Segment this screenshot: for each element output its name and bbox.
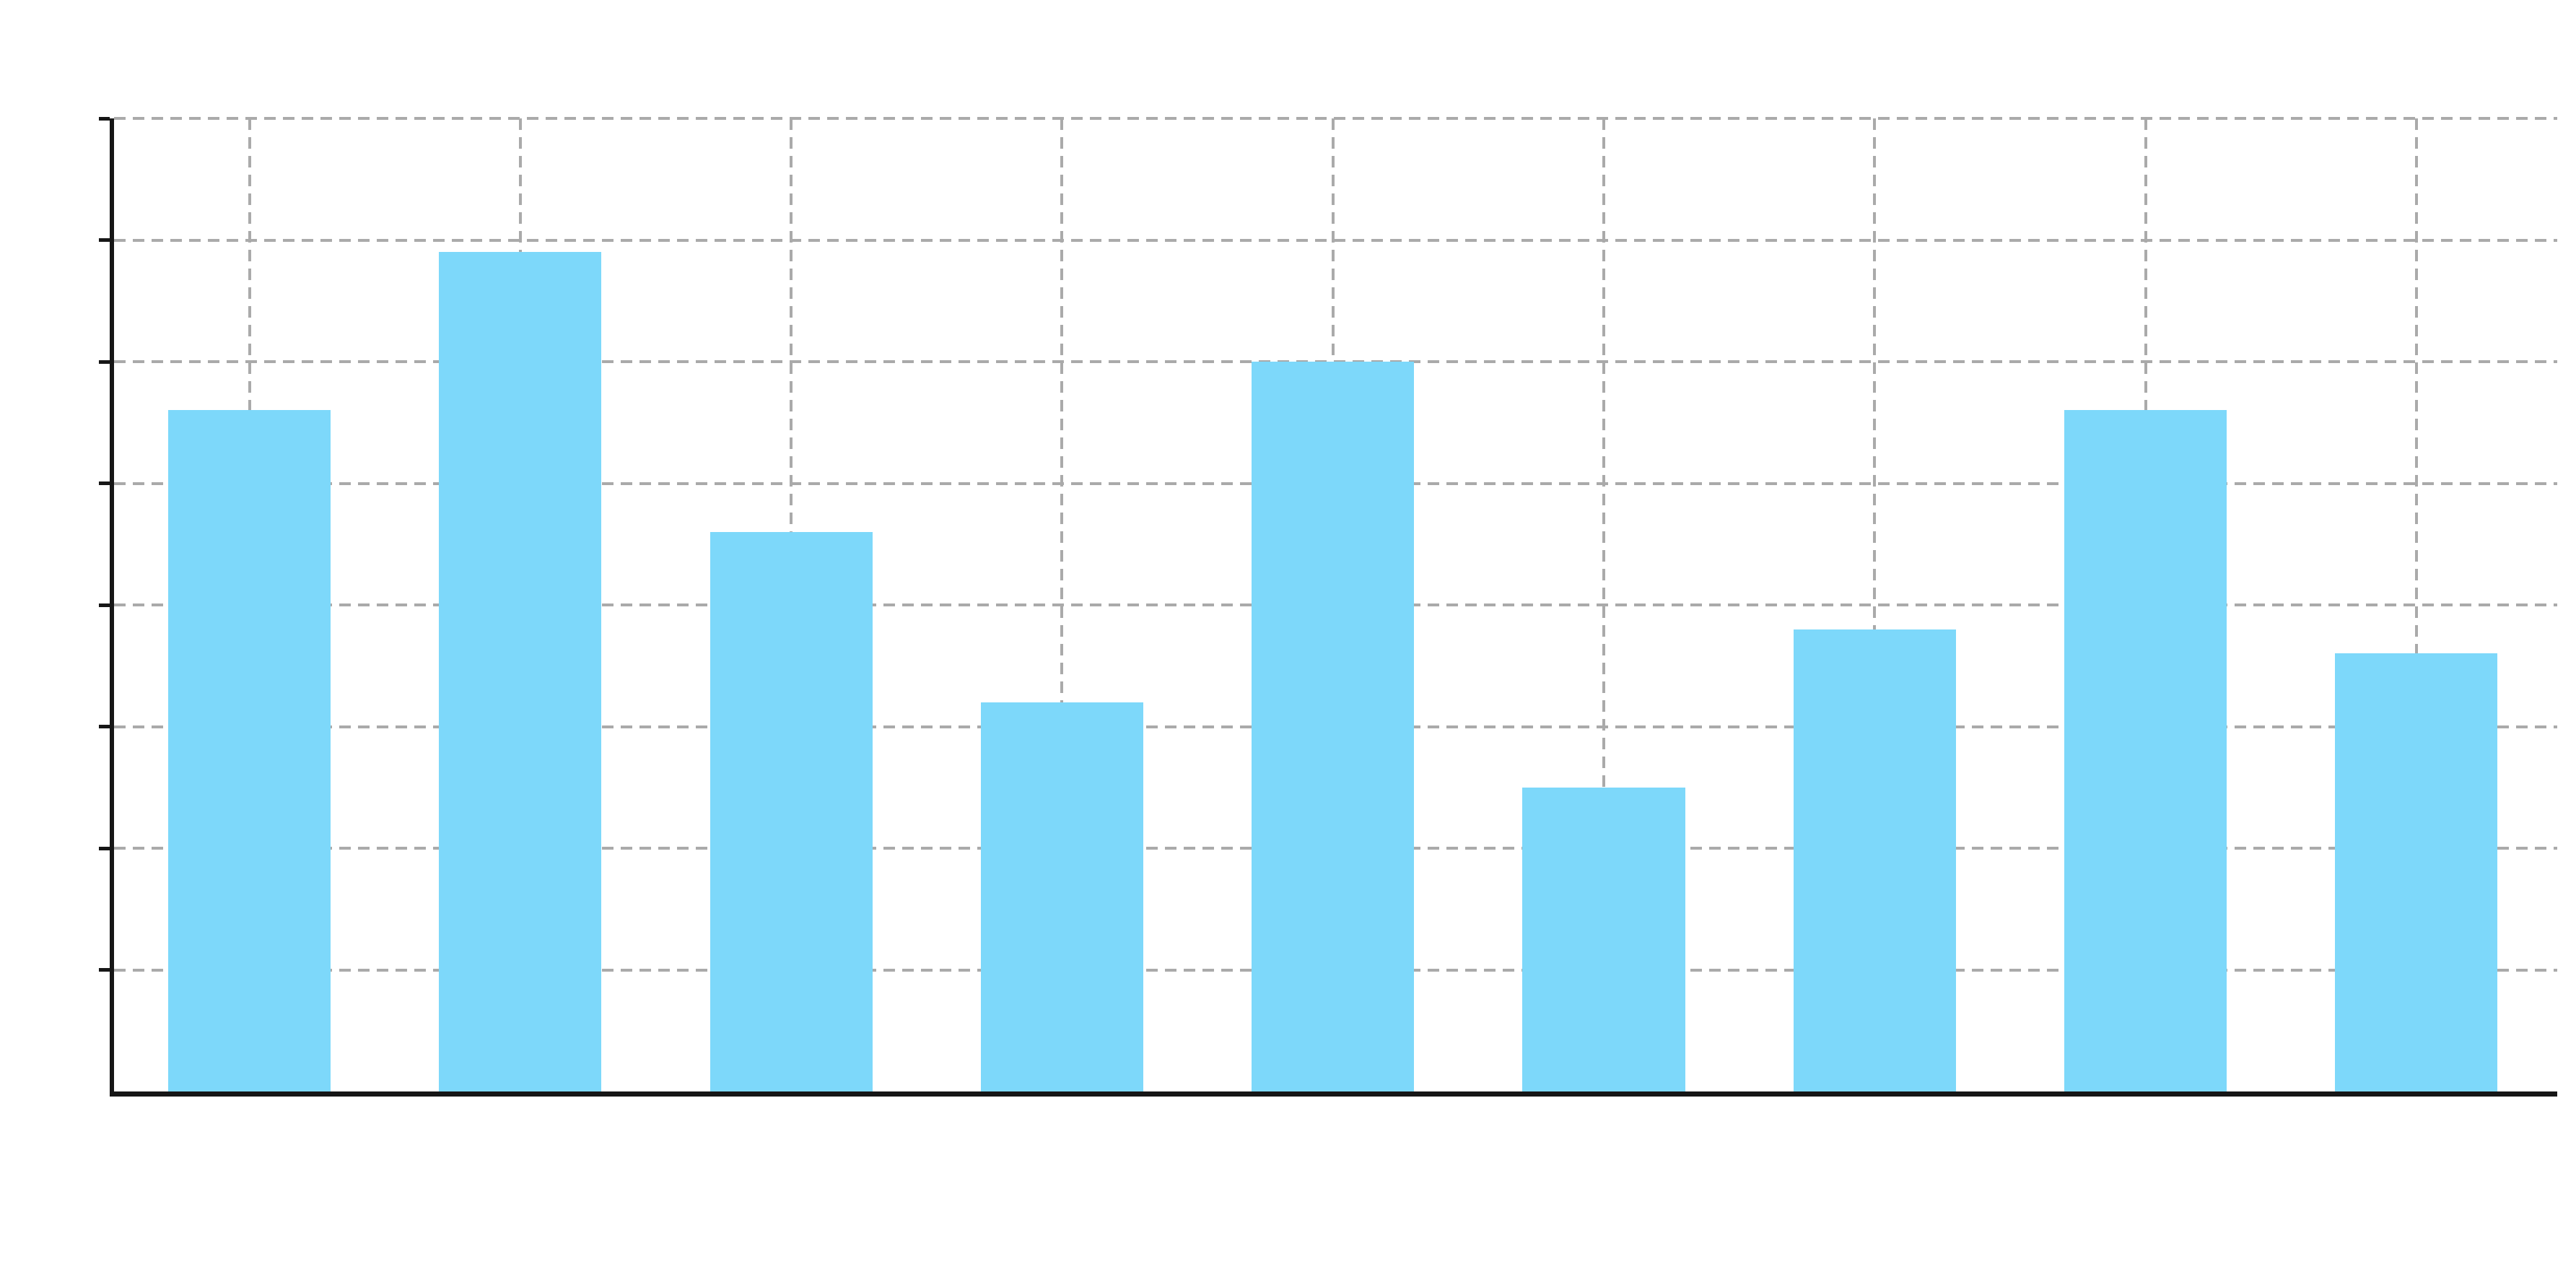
y-axis-tick (99, 968, 110, 972)
vertical-gridline (1873, 118, 1877, 1091)
bar (439, 252, 602, 1091)
x-axis-spine (110, 1091, 2557, 1097)
vertical-gridline (2414, 118, 2418, 1091)
y-axis-tick (99, 603, 110, 607)
y-axis-tick (99, 359, 110, 364)
horizontal-gridline (114, 238, 2557, 242)
y-axis-tick (99, 238, 110, 242)
vertical-gridline (1602, 118, 1606, 1091)
y-axis-tick (99, 116, 110, 121)
y-axis-spine (110, 118, 114, 1097)
vertical-gridline (1060, 118, 1064, 1091)
y-axis-tick (99, 481, 110, 485)
bar (1252, 362, 1415, 1091)
bar (1793, 629, 1956, 1091)
bar (168, 410, 331, 1091)
bar (1522, 787, 1685, 1091)
plot-area (99, 116, 2557, 1097)
y-axis-tick (99, 846, 110, 850)
bar (980, 702, 1144, 1091)
bar (2064, 410, 2227, 1091)
bar (2335, 653, 2498, 1091)
y-axis-tick (99, 725, 110, 728)
horizontal-gridline (114, 117, 2557, 120)
bar (710, 531, 873, 1091)
